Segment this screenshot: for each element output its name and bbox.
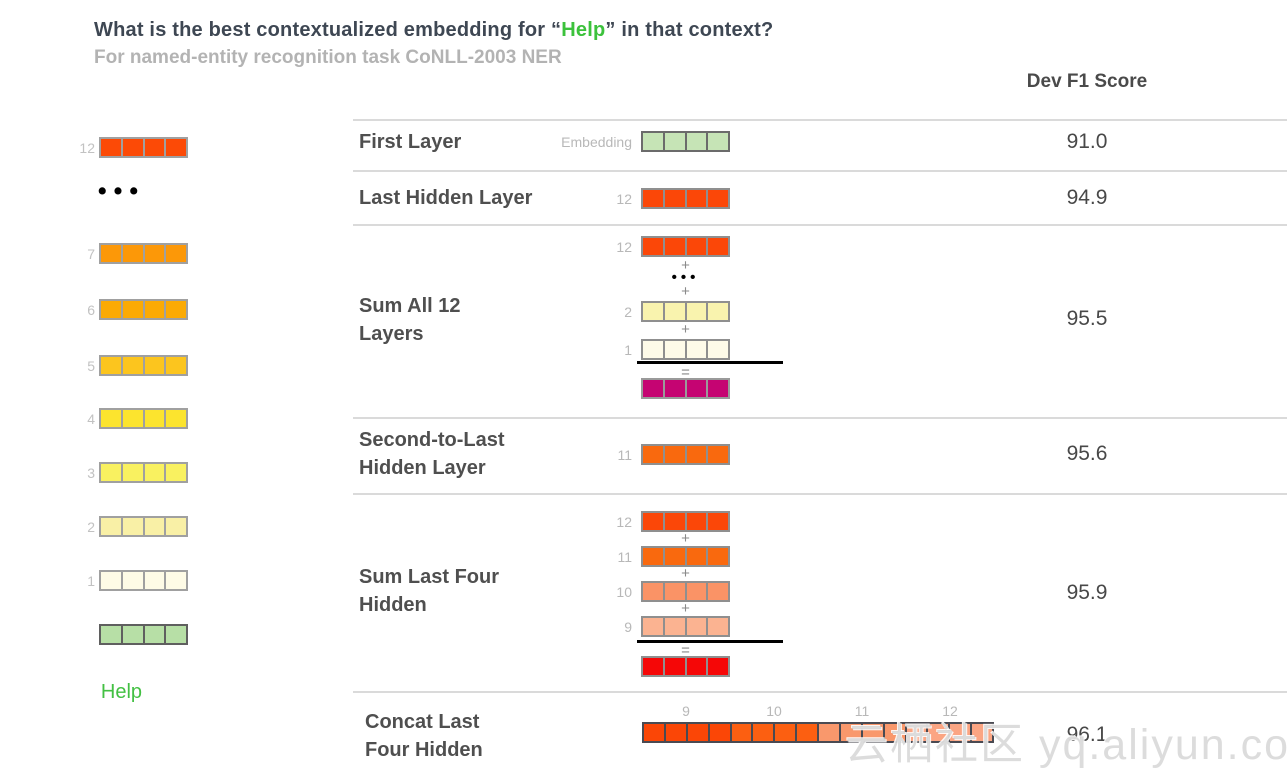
stack-label-4: 4 <box>87 411 95 427</box>
first-layer-embedding-bar <box>641 131 730 152</box>
title-suffix: ” in that context? <box>605 19 774 41</box>
sumall-result-bar <box>641 378 730 399</box>
row-label-sum-all-12: Sum All 12 Layers <box>359 295 461 345</box>
sum4-result-bar <box>641 656 730 677</box>
row-separator <box>353 119 1287 121</box>
stack-layer-12-bar <box>99 137 188 158</box>
sum4-bar-label-12: 12 <box>616 514 632 530</box>
row-separator <box>353 493 1287 495</box>
sumall-ellipsis: ••• <box>671 269 700 286</box>
sum4-layer-12-bar <box>641 511 730 532</box>
concat-group-label-10: 10 <box>766 703 782 719</box>
stack-layer-4-bar <box>99 408 188 429</box>
row-separator <box>353 691 1287 693</box>
stack-layer-6-bar <box>99 299 188 320</box>
equals-sign: = <box>681 364 690 381</box>
title-highlight-word: Help <box>561 19 606 41</box>
row-separator <box>353 224 1287 226</box>
sum4-layer-9-bar <box>641 616 730 637</box>
concat-bar <box>642 722 994 743</box>
row-separator <box>353 170 1287 172</box>
page-title: What is the best contextualized embeddin… <box>94 19 773 42</box>
watermark: 云栖社区 yq.aliyun.com <box>845 721 1287 769</box>
page-subtitle: For named-entity recognition task CoNLL-… <box>94 47 562 68</box>
sumall-layer-2-bar <box>641 301 730 322</box>
stack-ellipsis: ••• <box>97 177 146 205</box>
row-label-sum-last-four: Sum Last Four Hidden <box>359 566 500 616</box>
plus-sign: + <box>681 600 690 617</box>
second-to-last-bar <box>641 444 730 465</box>
sum-line <box>637 361 783 364</box>
help-word-label: Help <box>100 681 143 703</box>
sumall-layer-1-bar <box>641 339 730 360</box>
sumall-bar-label-12: 12 <box>616 239 632 255</box>
stack-layer-1-bar <box>99 570 188 591</box>
stack-label-6: 6 <box>87 302 95 318</box>
sumall-bar-label-2: 2 <box>624 304 632 320</box>
sum-line <box>637 640 783 643</box>
concat-group-label-9: 9 <box>682 703 690 719</box>
score-first-layer: 91.0 <box>1066 130 1108 153</box>
stack-label-2: 2 <box>87 519 95 535</box>
row-label-second-to-last: Second-to-Last Hidden Layer <box>359 429 505 479</box>
stack-layer-5-bar <box>99 355 188 376</box>
plus-sign: + <box>681 565 690 582</box>
row-separator <box>353 417 1287 419</box>
sumall-layer-12-bar <box>641 236 730 257</box>
stack-layer-2-bar <box>99 516 188 537</box>
row-label-last-hidden: Last Hidden Layer <box>359 187 533 209</box>
stack-layer-3-bar <box>99 462 188 483</box>
sum4-layer-11-bar <box>641 546 730 567</box>
stack-label-3: 3 <box>87 465 95 481</box>
row-label-first-layer: First Layer <box>359 131 462 153</box>
plus-sign: + <box>681 257 690 274</box>
stack-embedding-bar <box>99 624 188 645</box>
sum4-bar-label-10: 10 <box>616 584 632 600</box>
sumall-bar-label-1: 1 <box>624 342 632 358</box>
score-concat-last-four: 96.1 <box>1066 723 1108 746</box>
plus-sign: + <box>681 530 690 547</box>
embedding-bar-label: Embedding <box>561 134 632 150</box>
stack-layer-7-bar <box>99 243 188 264</box>
stack-label-5: 5 <box>87 358 95 374</box>
score-second-to-last: 95.6 <box>1066 442 1108 465</box>
last-hidden-bar-label: 12 <box>616 191 632 207</box>
score-last-hidden: 94.9 <box>1066 186 1108 209</box>
stack-label-1: 1 <box>87 573 95 589</box>
title-prefix: What is the best contextualized embeddin… <box>94 19 562 41</box>
stack-label-12: 12 <box>79 140 95 156</box>
sum4-bar-label-11: 11 <box>617 549 632 565</box>
equals-sign: = <box>681 642 690 659</box>
second-to-last-bar-label: 11 <box>617 447 632 463</box>
dev-f1-score-header: Dev F1 Score <box>1026 71 1148 92</box>
score-sum-all-12: 95.5 <box>1066 307 1108 330</box>
plus-sign: + <box>681 321 690 338</box>
last-hidden-layer-bar <box>641 188 730 209</box>
sum4-bar-label-9: 9 <box>624 619 632 635</box>
sum4-layer-10-bar <box>641 581 730 602</box>
concat-group-label-12: 12 <box>942 703 958 719</box>
score-sum-last-four: 95.9 <box>1066 581 1108 604</box>
concat-group-label-11: 11 <box>854 703 870 719</box>
row-label-concat-last-four: Concat Last Four Hidden <box>365 711 483 761</box>
plus-sign: + <box>681 283 690 300</box>
stack-label-7: 7 <box>87 246 95 262</box>
